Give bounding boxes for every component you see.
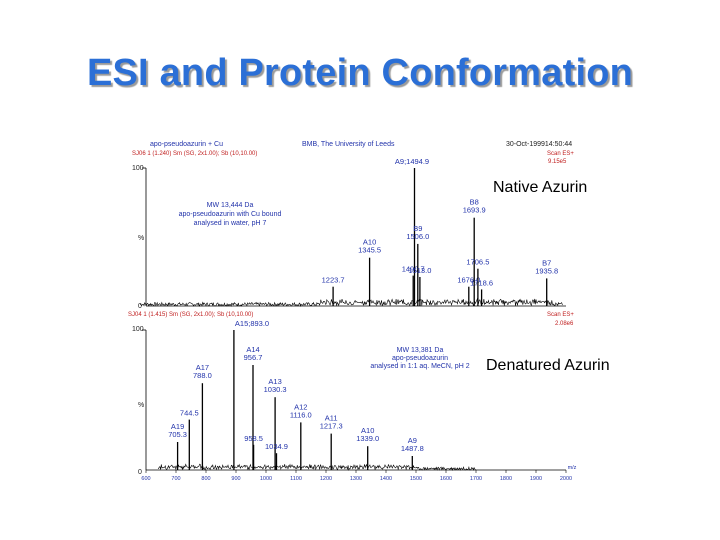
peak-label-958.5: 958.5 (244, 434, 263, 443)
x-tick-label-1600: 1600 (440, 476, 452, 482)
x-tick-label-600: 600 (141, 476, 150, 482)
x-tick-label-700: 700 (171, 476, 180, 482)
peak-label-1935.8: B7 1935.8 (535, 258, 558, 275)
peak-label-1506: B9 1506.0 (406, 224, 429, 241)
intensity: 9.15e5 (548, 159, 567, 165)
scan-params: SJ04 1 (1.415) Sm (SG, 2x1.00); Sb (10,1… (128, 312, 253, 318)
denatured-spectrum-panel: SJ04 1 (1.415) Sm (SG, 2x1.00); Sb (10,1… (128, 312, 610, 482)
x-tick-label-800: 800 (201, 476, 210, 482)
peak-label-1693.9: B8 1693.9 (463, 198, 486, 215)
y-tick-100: 100 (132, 326, 144, 333)
base-peak-label: A15;893.0 (235, 319, 269, 328)
native-annotation: MW 13,444 Da apo-pseudoazurin with Cu bou… (179, 202, 282, 227)
native-spectrum-panel: apo-pseudoazurin + Cu SJ06 1 (1.240) Sm … (132, 141, 587, 310)
y-axis-percent: % (138, 235, 144, 242)
scan-mode: Scan ES+ (547, 151, 574, 157)
native-azurin-label: Native Azurin (493, 179, 587, 196)
base-peak-label: A9;1494.9 (395, 157, 429, 166)
baseline-noise (157, 463, 476, 471)
peak-label-788: A17 788.0 (193, 363, 212, 380)
x-tick-label-1200: 1200 (320, 476, 332, 482)
x-axis-label: m/z (568, 465, 577, 471)
timestamp: 30-Oct-199914:50:44 (506, 141, 572, 148)
peak-label-744.5: 744.5 (180, 409, 199, 418)
y-tick-100: 100 (132, 165, 144, 172)
sample-name: apo-pseudoazurin + Cu (150, 141, 223, 148)
scan-params: SJ06 1 (1.240) Sm (SG, 2x1.00); Sb (10,1… (132, 151, 257, 157)
y-tick-0: 0 (138, 303, 142, 310)
peak-label-1487.8: A9 1487.8 (401, 436, 424, 453)
peak-label-1034.9: 1034.9 (265, 442, 288, 451)
peak-label-1718.6: 1718.6 (470, 278, 493, 287)
peak-label-1676: 1676.0 (457, 276, 480, 285)
peak-label-1116: A12 1116.0 (290, 402, 312, 419)
x-tick-label-1300: 1300 (350, 476, 362, 482)
peak-label-1217.3: A11 1217.3 (320, 414, 343, 431)
peak-label-705.3: A19 705.3 (168, 422, 187, 439)
x-tick-label-1100: 1100 (290, 476, 302, 482)
peak-label-1490.7: 1490.7 (402, 265, 425, 274)
y-axis-percent: % (138, 402, 144, 409)
institution: BMB, The University of Leeds (302, 141, 395, 148)
peak-label-1345.5: A10 1345.5 (358, 238, 381, 255)
x-tick-label-1700: 1700 (470, 476, 482, 482)
denatured-azurin-label: Denatured Azurin (486, 357, 610, 374)
peak-label-1030.3: A13 1030.3 (264, 377, 287, 394)
slide-title: ESI and Protein Conformation (86, 52, 634, 94)
x-tick-label-1900: 1900 (530, 476, 542, 482)
peak-label-956.7: A14 956.7 (244, 345, 263, 362)
x-tick-label-1000: 1000 (260, 476, 272, 482)
x-tick-label-2000: 2000 (560, 476, 572, 482)
intensity: 2.08e6 (555, 321, 574, 327)
x-tick-label-1400: 1400 (380, 476, 392, 482)
y-tick-0: 0 (138, 469, 142, 476)
baseline-noise (139, 297, 563, 307)
peak-label-1223.7: 1223.7 (322, 276, 345, 285)
peak-label-1339: A10 1339.0 (356, 426, 379, 443)
x-tick-label-1800: 1800 (500, 476, 512, 482)
scan-mode: Scan ES+ (547, 312, 574, 318)
x-tick-label-1500: 1500 (410, 476, 422, 482)
denatured-annotation: MW 13,381 Da apo-pseudoazurin analysed in … (370, 347, 469, 370)
peak-label-1513: 1513.0 (408, 266, 431, 275)
peak-label-1706.5: 1706.5 (466, 258, 489, 267)
x-tick-label-900: 900 (231, 476, 240, 482)
